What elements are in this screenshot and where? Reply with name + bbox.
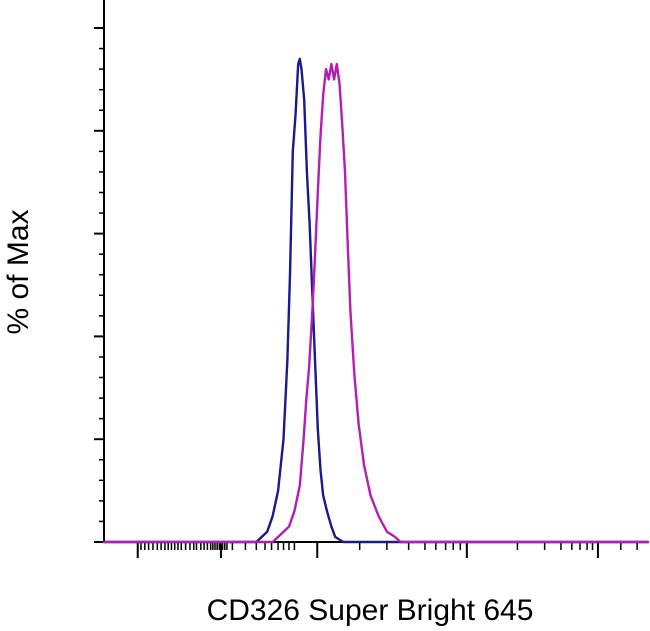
series-line-control: [102, 57, 650, 544]
series-lines: [102, 57, 650, 544]
axes: [103, 0, 648, 543]
x-axis-label: CD326 Super Bright 645: [207, 594, 534, 627]
series-line-cd326: [102, 62, 650, 544]
axis-ticks: [94, 27, 638, 558]
y-axis-label: % of Max: [2, 209, 35, 334]
